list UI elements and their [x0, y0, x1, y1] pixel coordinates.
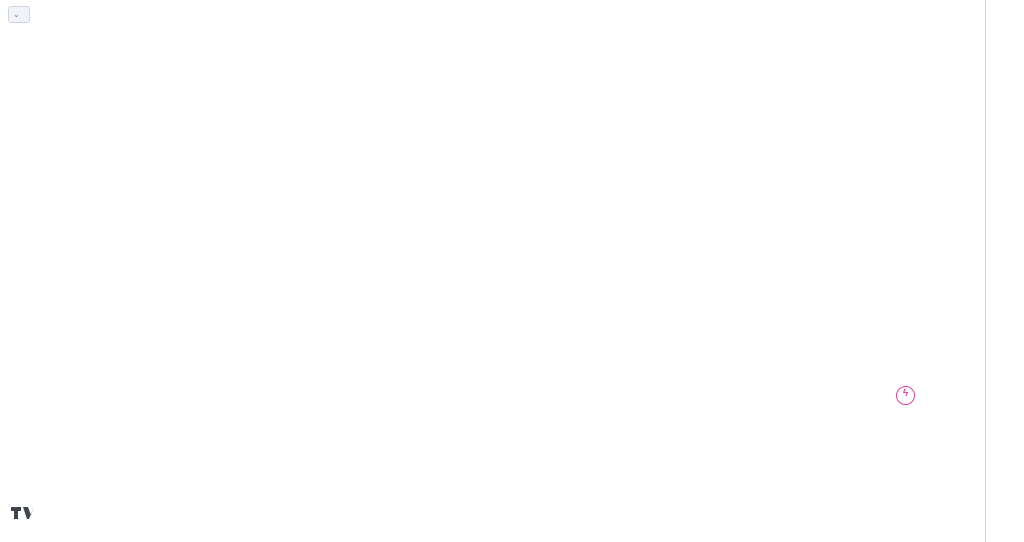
flash-event-icon[interactable]: ϟ	[896, 386, 915, 405]
legend-collapsed-badge[interactable]: ⌄	[8, 6, 30, 23]
tradingview-logo[interactable]	[10, 505, 38, 526]
chevron-down-icon: ⌄	[13, 10, 20, 19]
axis-currency[interactable]	[991, 3, 994, 14]
price-axis[interactable]	[985, 0, 1024, 542]
tradingview-logo-glyph	[11, 507, 34, 519]
